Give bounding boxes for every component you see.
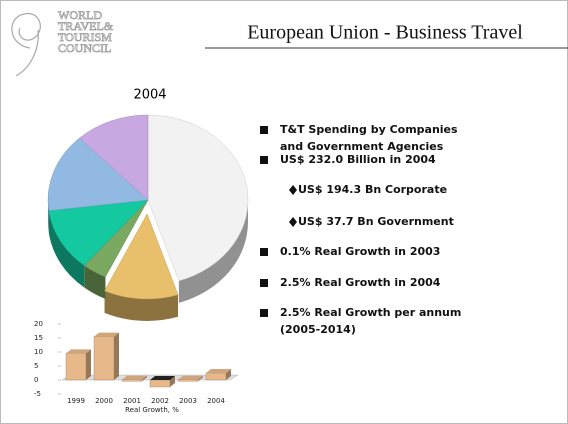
pie-slice: [48, 199, 149, 266]
x-tick-label: 2001: [123, 397, 141, 405]
bullet-diamond: [289, 185, 297, 195]
logo-line: TOURISM: [58, 30, 112, 44]
pie-slice: [79, 114, 149, 201]
bullet-text: and Government Agencies: [280, 140, 444, 153]
bullet-diamond: [289, 217, 297, 227]
y-tick-label: 15: [34, 334, 43, 342]
pie-slice: [47, 137, 149, 211]
bar: [93, 336, 115, 381]
bar-top: [150, 376, 175, 380]
bullet-text: (2005-2014): [280, 323, 356, 336]
bar-top: [178, 375, 203, 380]
pie-slice: [104, 213, 179, 300]
bullet-square: [260, 248, 268, 256]
y-tick-label: 10: [34, 348, 43, 356]
bar-side: [226, 369, 231, 380]
logo-line: TRAVEL&: [58, 19, 114, 33]
bullet-square: [260, 309, 268, 317]
logo-line: WORLD: [58, 8, 102, 22]
x-tick-label: 1999: [67, 397, 85, 405]
pie-slice: [147, 114, 249, 282]
slide-title: European Union - Business Travel: [247, 22, 523, 44]
logo-mark: [11, 12, 41, 77]
pie-side: [84, 265, 106, 299]
bar-side: [198, 375, 203, 382]
x-tick-label: 2004: [207, 397, 225, 405]
bar-side: [86, 349, 91, 380]
bullet-square: [260, 126, 268, 134]
pie-title: 2004: [133, 88, 166, 103]
bar-side: [142, 375, 147, 382]
bar-top: [66, 349, 91, 354]
bullet-square: [260, 156, 268, 164]
pie-side: [48, 210, 85, 288]
bar-top: [122, 375, 147, 380]
y-tick-label: 20: [34, 320, 43, 328]
bar: [149, 379, 171, 388]
logo-line: COUNCIL: [58, 41, 111, 55]
bullet-text: 2.5% Real Growth per annum: [280, 306, 461, 319]
x-tick-label: 2003: [179, 397, 197, 405]
bullet-text: T&T Spending by Companies: [280, 123, 458, 136]
pie-side: [178, 200, 248, 303]
x-tick-label: 2000: [95, 397, 113, 405]
y-tick-label: -5: [34, 390, 41, 398]
bar-top: [94, 332, 119, 337]
bar-side: [114, 332, 119, 380]
pie-side: [48, 200, 49, 233]
y-tick-label: 0: [34, 376, 38, 384]
bullet-text: US$ 37.7 Bn Government: [298, 215, 454, 228]
bar-side: [170, 376, 175, 387]
bullet-text: 0.1% Real Growth in 2003: [280, 245, 440, 258]
bullet-text: 2.5% Real Growth in 2004: [280, 276, 441, 289]
bar: [205, 372, 227, 381]
bar: [65, 353, 87, 381]
bullet-text: US$ 232.0 Billion in 2004: [280, 153, 436, 166]
bar: [177, 379, 199, 382]
bullet-square: [260, 279, 268, 287]
bar: [121, 379, 143, 382]
x-axis-label: Real Growth, %: [125, 406, 179, 414]
x-tick-label: 2002: [151, 397, 169, 405]
bar-top: [206, 369, 231, 373]
y-tick-label: 5: [34, 362, 38, 370]
bullet-text: US$ 194.3 Bn Corporate: [298, 183, 447, 196]
